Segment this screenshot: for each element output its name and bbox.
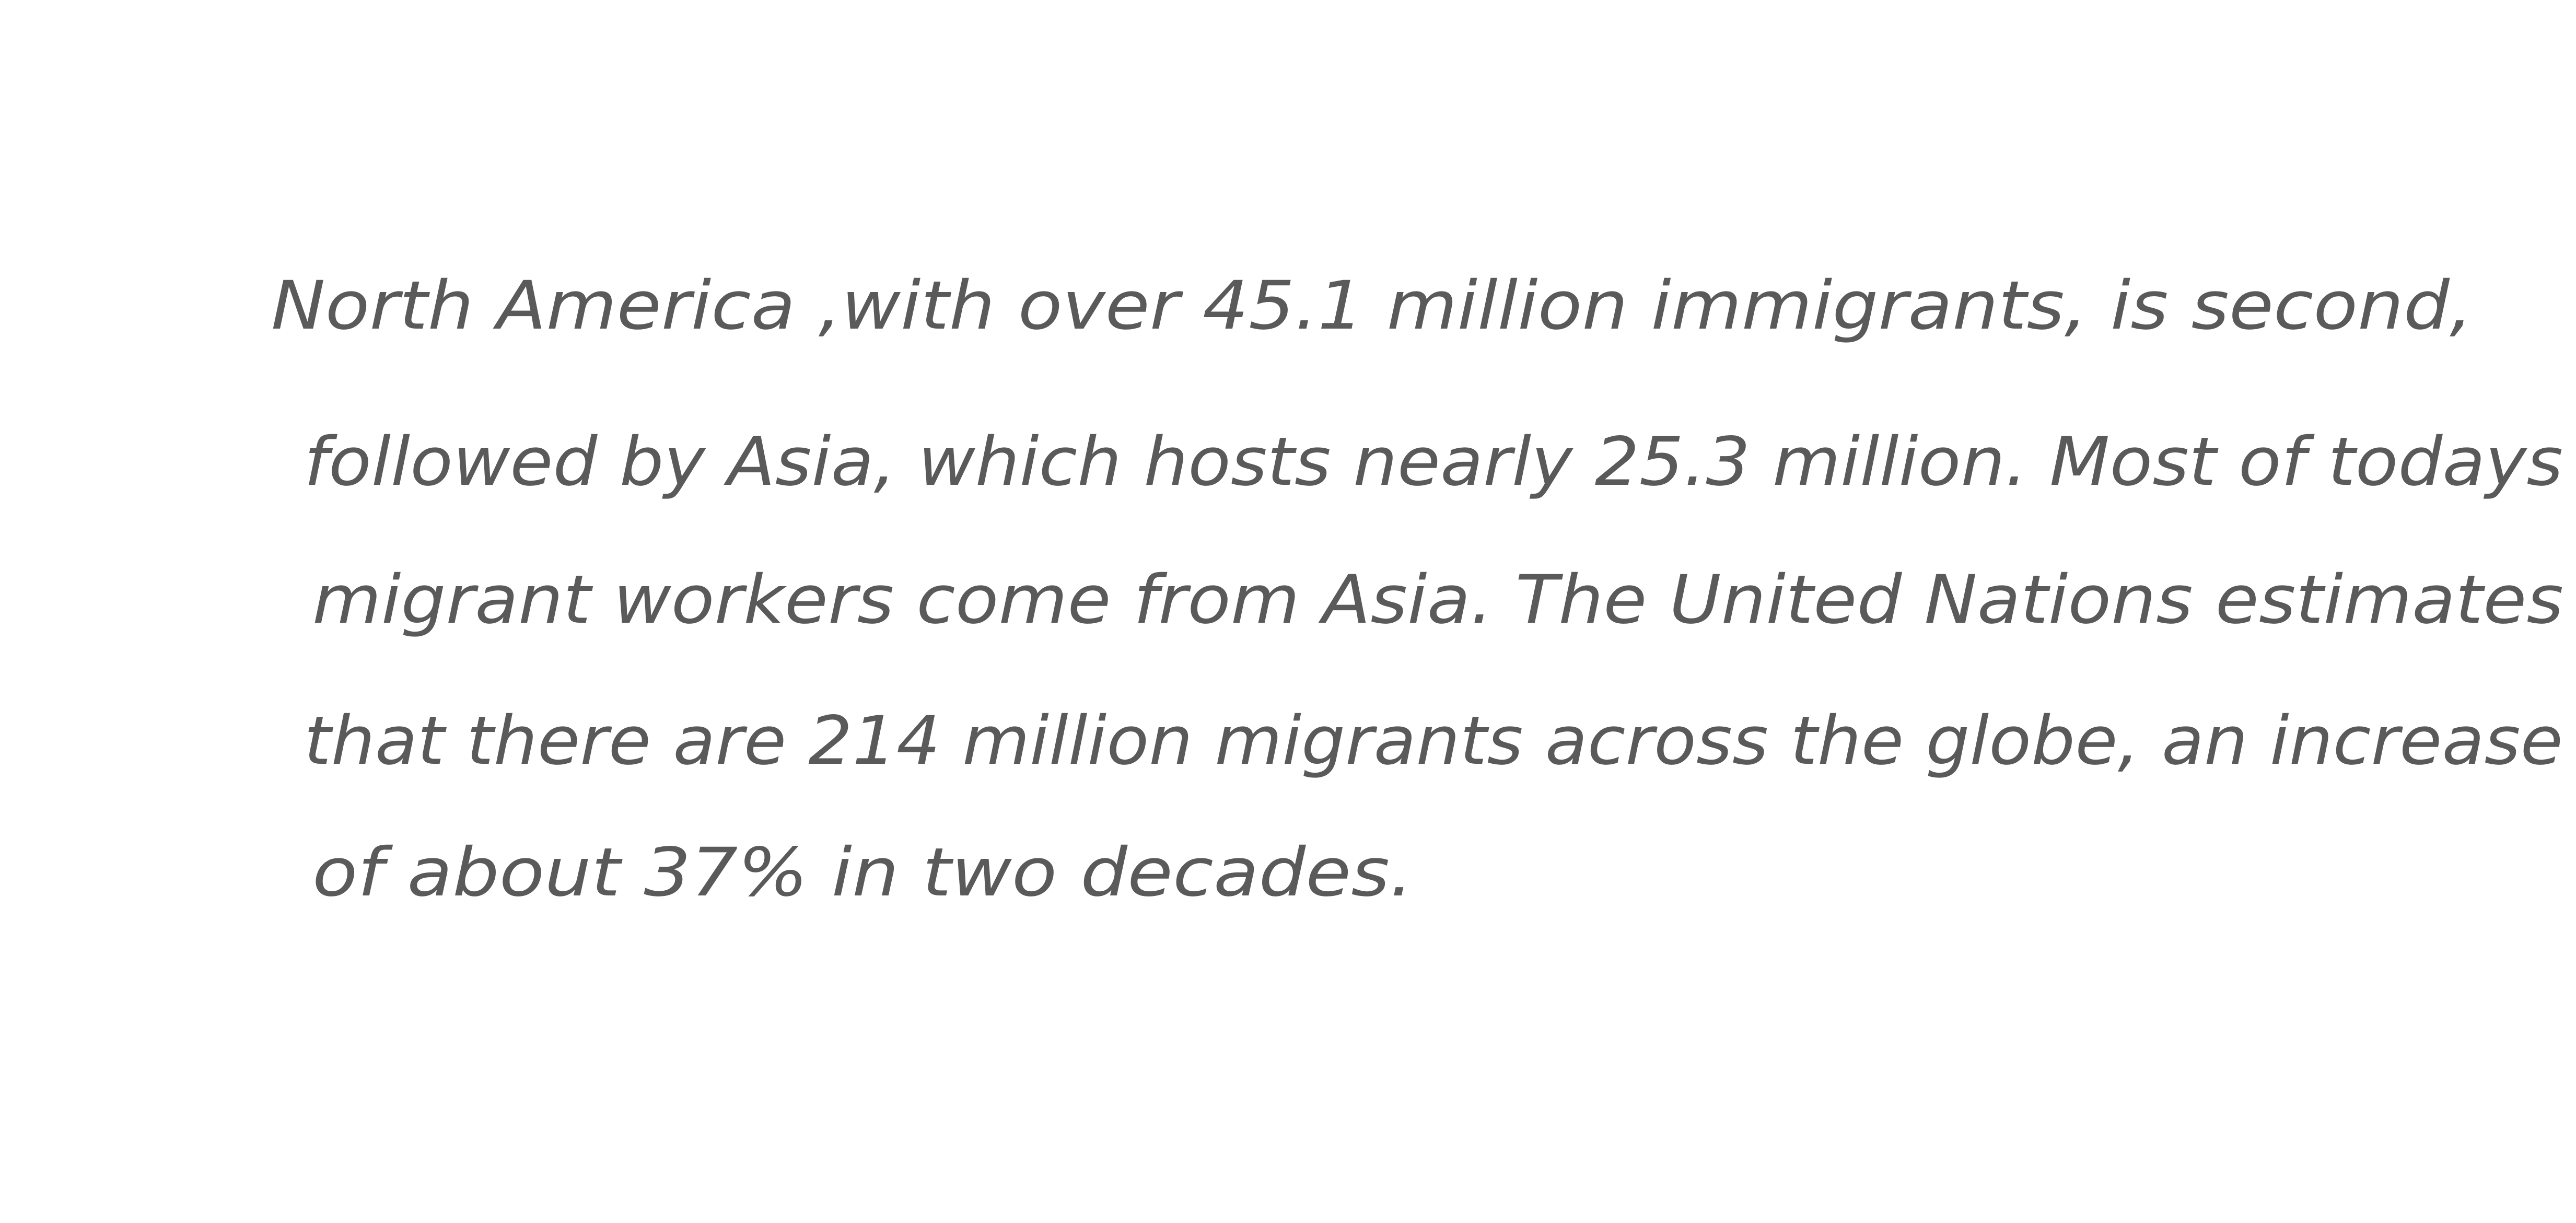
text-line: that there are 214 million migrants acro… bbox=[304, 702, 2563, 780]
text-line: followed by Asia, which hosts nearly 25.… bbox=[304, 423, 2563, 501]
text-line: North America ,with over 45.1 million im… bbox=[271, 267, 2473, 345]
text-line: of about 37% in two decades. bbox=[312, 834, 1413, 912]
text-line: migrant workers come from Asia. The Unit… bbox=[312, 561, 2563, 639]
handwritten-text: North America ,with over 45.1 million im… bbox=[271, 267, 2563, 912]
